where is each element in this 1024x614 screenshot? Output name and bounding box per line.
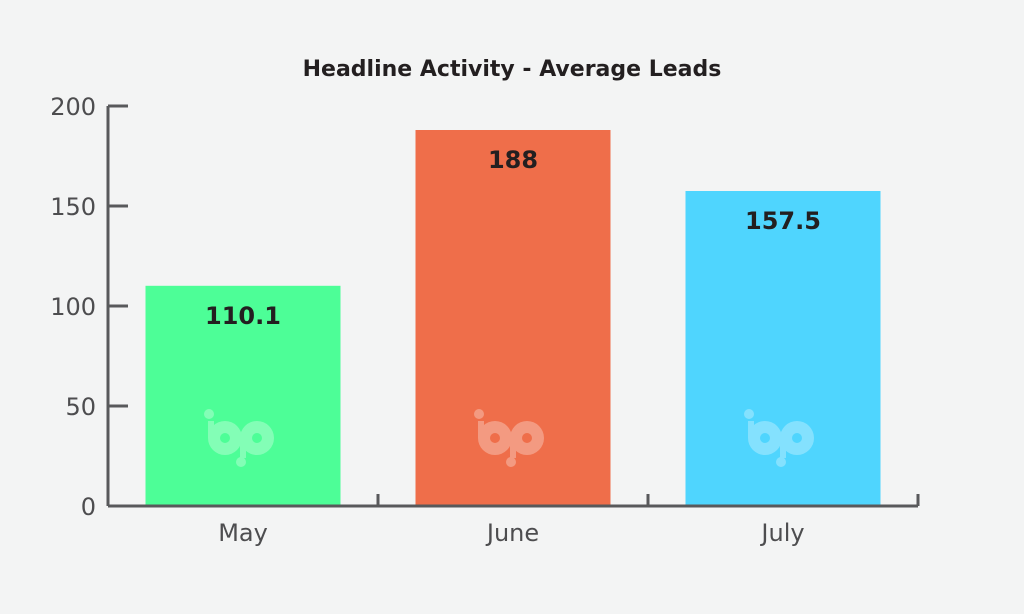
labels: 110.1 May 188 June 157.5 July	[205, 146, 821, 547]
y-tick-label: 0	[81, 493, 96, 521]
x-tick-label-may: May	[218, 519, 268, 547]
y-tick-label: 200	[50, 93, 96, 121]
x-tick-label-june: June	[485, 519, 539, 547]
bar-may	[145, 285, 341, 505]
x-tick-label-july: July	[759, 519, 804, 547]
data-label-july: 157.5	[745, 207, 821, 235]
chart-title: Headline Activity - Average Leads	[303, 57, 722, 82]
y-tick-label: 50	[65, 393, 96, 421]
y-tick-label: 100	[50, 293, 96, 321]
axes: 0 50 100 150 200	[50, 93, 920, 521]
data-label-june: 188	[488, 146, 538, 174]
bp-logo-icon	[744, 409, 814, 467]
y-tick-label: 150	[50, 193, 96, 221]
bar-june	[415, 130, 611, 505]
data-label-may: 110.1	[205, 302, 281, 330]
bar-july	[685, 191, 881, 505]
bp-logo-icon	[474, 409, 544, 467]
bars	[145, 130, 881, 505]
bp-logo-icon	[204, 409, 274, 467]
